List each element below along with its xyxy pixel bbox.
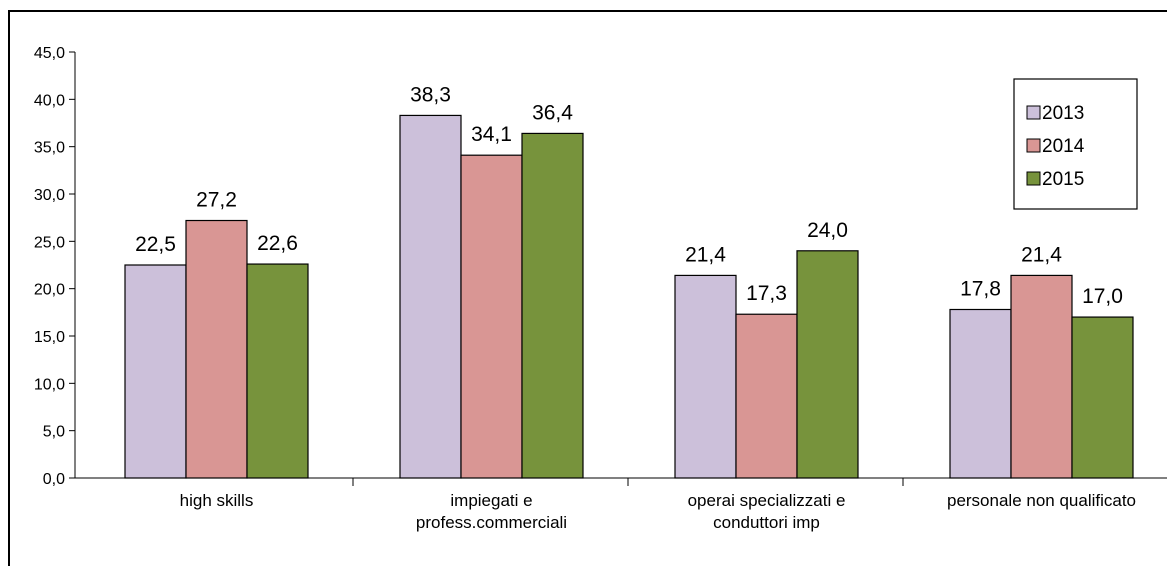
data-label: 27,2 <box>196 189 237 212</box>
x-tick-label: conduttori imp <box>713 513 820 532</box>
x-tick-label: personale non qualificato <box>947 491 1136 510</box>
legend-label: 2015 <box>1042 169 1084 190</box>
y-tick-label: 35,0 <box>34 140 65 157</box>
bar <box>674 274 737 479</box>
data-label: 21,4 <box>685 243 726 266</box>
x-tick-label: profess.commerciali <box>416 513 567 532</box>
legend-box <box>1013 78 1138 210</box>
data-label: 38,3 <box>410 83 451 106</box>
bar <box>124 264 187 479</box>
y-tick-label: 10,0 <box>34 376 65 393</box>
bar <box>1071 316 1134 479</box>
y-tick-label: 25,0 <box>34 234 65 251</box>
x-tick-label: high skills <box>180 491 254 510</box>
bar <box>521 132 584 479</box>
data-label: 34,1 <box>471 123 512 146</box>
legend-label: 2014 <box>1042 136 1085 157</box>
data-label: 22,6 <box>257 232 298 255</box>
legend-swatch <box>1026 138 1041 153</box>
x-tick-label: impiegati e <box>450 491 532 510</box>
legend-swatch <box>1026 171 1041 186</box>
legend-label: 2013 <box>1042 103 1084 124</box>
data-label: 36,4 <box>532 101 573 124</box>
bar <box>735 313 798 479</box>
y-tick-label: 45,0 <box>34 45 65 62</box>
y-tick-label: 20,0 <box>34 282 65 299</box>
bar <box>185 219 248 479</box>
bar <box>1010 274 1073 479</box>
y-tick-label: 15,0 <box>34 329 65 346</box>
data-label: 17,0 <box>1082 285 1123 308</box>
bar <box>796 250 859 479</box>
bar <box>460 154 523 479</box>
bar <box>399 114 462 479</box>
y-tick-label: 5,0 <box>43 424 65 441</box>
bar <box>949 308 1012 479</box>
x-tick-label: operai specializzati e <box>688 491 846 510</box>
bar <box>246 263 309 479</box>
data-label: 21,4 <box>1021 243 1062 266</box>
y-tick-label: 40,0 <box>34 92 65 109</box>
data-label: 17,8 <box>960 277 1001 300</box>
data-label: 17,3 <box>746 282 787 305</box>
legend-swatch <box>1026 105 1041 120</box>
y-tick-label: 30,0 <box>34 187 65 204</box>
data-label: 22,5 <box>135 233 176 256</box>
data-label: 24,0 <box>807 219 848 242</box>
y-tick-label: 0,0 <box>43 471 65 488</box>
